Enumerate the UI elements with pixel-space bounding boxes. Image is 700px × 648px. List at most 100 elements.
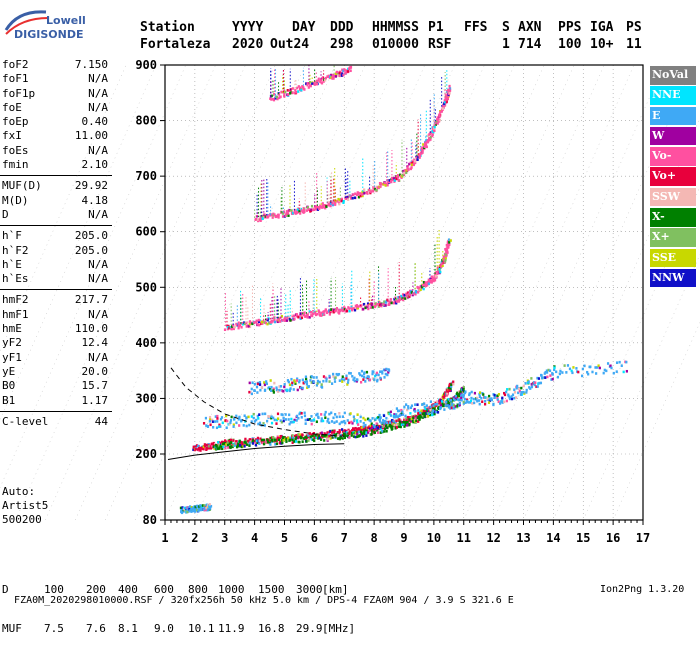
echo-point — [288, 413, 290, 416]
echo-point — [484, 400, 486, 403]
echo-point — [261, 386, 263, 389]
y-tick-label: 400 — [135, 336, 157, 350]
echo-point — [238, 424, 240, 427]
echo-point — [459, 402, 461, 405]
echo-point — [330, 411, 332, 414]
echo-point — [295, 91, 297, 94]
echo-point — [347, 379, 349, 382]
echo-point — [249, 442, 251, 445]
echo-point — [276, 96, 278, 99]
echo-point — [272, 216, 274, 219]
echo-point — [359, 374, 361, 377]
echo-point — [344, 422, 346, 425]
echo-point — [324, 413, 326, 416]
echo-point — [285, 418, 287, 421]
echo-point — [619, 361, 621, 364]
echo-point — [439, 271, 441, 274]
echo-point — [283, 386, 285, 389]
echo-point — [484, 403, 486, 406]
echo-point — [307, 439, 309, 442]
echo-point — [394, 416, 396, 419]
echo-point — [265, 380, 267, 383]
echo-point — [301, 412, 303, 415]
echo-point — [448, 85, 450, 88]
echo-point — [226, 426, 228, 429]
echo-point — [427, 140, 429, 143]
echo-point — [494, 394, 496, 397]
echo-point — [361, 375, 363, 378]
echo-point — [272, 436, 274, 439]
echo-point — [224, 447, 226, 450]
echo-point — [380, 183, 382, 186]
echo-point — [205, 417, 207, 420]
echo-point — [414, 160, 416, 163]
echo-point — [222, 445, 224, 448]
echo-point — [381, 422, 383, 425]
echo-point — [508, 388, 510, 391]
echo-point — [351, 434, 353, 437]
echo-point — [338, 412, 340, 415]
echo-point — [488, 401, 490, 404]
echo-point — [523, 391, 525, 394]
echo-point — [254, 389, 256, 392]
echo-point — [416, 403, 418, 406]
echo-point — [290, 378, 292, 381]
echo-point — [313, 376, 315, 379]
echo-point — [358, 427, 360, 430]
echo-point — [541, 377, 543, 380]
echo-point — [266, 420, 268, 423]
echo-point — [561, 371, 563, 374]
echo-point — [385, 304, 387, 307]
echo-point — [321, 81, 323, 84]
echo-point — [610, 367, 612, 370]
echo-point — [238, 321, 240, 324]
echo-point — [432, 133, 434, 136]
echo-point — [289, 384, 291, 387]
echo-point — [404, 297, 406, 300]
legend-item: Vo- — [650, 147, 696, 166]
echo-point — [402, 174, 404, 177]
echo-point — [325, 308, 327, 311]
x-tick-label: 17 — [636, 531, 650, 545]
echo-point — [266, 382, 268, 385]
echo-point — [295, 440, 297, 443]
echo-point — [317, 382, 319, 385]
echo-point — [501, 397, 503, 400]
echo-point — [333, 421, 335, 424]
legend-item: NNE — [650, 86, 696, 105]
echo-point — [221, 416, 223, 419]
echo-point — [310, 415, 312, 418]
echo-point — [507, 394, 509, 397]
echo-point — [295, 436, 297, 439]
echo-point — [376, 379, 378, 382]
echo-point — [230, 441, 232, 444]
echo-point — [479, 403, 481, 406]
echo-point — [276, 442, 278, 445]
echo-point — [595, 372, 597, 375]
echo-point — [445, 404, 447, 407]
echo-point — [282, 390, 284, 393]
echo-point — [255, 444, 257, 447]
y-tick-label: 700 — [135, 169, 157, 183]
echo-point — [218, 446, 220, 449]
echo-point — [288, 381, 290, 384]
echo-point — [309, 432, 311, 435]
echo-point — [506, 400, 508, 403]
echo-point — [282, 417, 284, 420]
x-tick-label: 2 — [191, 531, 198, 545]
echo-point — [301, 434, 303, 437]
echo-point — [557, 376, 559, 379]
echo-point — [311, 375, 313, 378]
y-tick-label: 80 — [143, 513, 157, 527]
echo-point — [537, 385, 539, 388]
echo-point — [246, 443, 248, 446]
muf-value: 29.9 — [296, 622, 323, 635]
echo-point — [373, 431, 375, 434]
echo-point — [432, 409, 434, 412]
echo-point — [407, 168, 409, 171]
echo-point — [525, 391, 527, 394]
echo-point — [334, 413, 336, 416]
muf-value: 7.5 — [44, 622, 64, 635]
echo-point — [432, 404, 434, 407]
